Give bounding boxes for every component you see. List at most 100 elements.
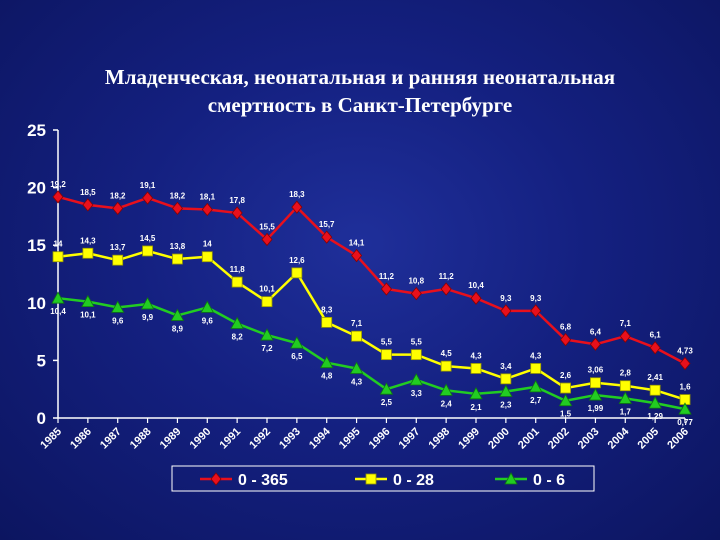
data-point-infant-0-365 — [321, 230, 333, 244]
data-label-infant-0-365: 6,8 — [560, 323, 572, 332]
data-point-infant-0-365 — [52, 190, 64, 204]
x-tick-label: 2001 — [516, 426, 542, 452]
data-point-neonatal-0-28 — [590, 377, 601, 389]
data-point-infant-0-365 — [231, 206, 243, 220]
data-label-early-neonatal-0-6: 1,99 — [588, 404, 604, 413]
data-label-infant-0-365: 15,5 — [259, 222, 275, 231]
series-infant-0-365 — [52, 190, 691, 371]
data-point-early-neonatal-0-6 — [260, 328, 274, 341]
data-label-neonatal-0-28: 5,5 — [411, 338, 423, 347]
data-label-early-neonatal-0-6: 7,2 — [261, 344, 273, 353]
data-label-infant-0-365: 18,2 — [170, 191, 186, 200]
y-tick-label: 10 — [27, 294, 46, 313]
data-label-early-neonatal-0-6: 1,29 — [647, 412, 663, 421]
data-label-neonatal-0-28: 2,41 — [647, 373, 663, 382]
data-point-neonatal-0-28 — [440, 360, 452, 372]
x-tick-label: 2004 — [606, 425, 632, 451]
legend-item-neonatal-0-28: 0 - 28 — [355, 472, 434, 489]
data-label-neonatal-0-28: 13,8 — [170, 242, 186, 251]
data-point-early-neonatal-0-6 — [51, 291, 65, 304]
x-tick-label: 1996 — [367, 426, 393, 452]
x-tick-label: 2005 — [635, 426, 661, 452]
data-label-infant-0-365: 18,5 — [80, 188, 96, 197]
legend: 0 - 365 0 - 28 0 - 6 — [171, 465, 595, 492]
data-point-early-neonatal-0-6 — [678, 402, 692, 415]
data-point-neonatal-0-28 — [231, 276, 243, 288]
legend-label: 0 - 365 — [238, 472, 288, 489]
data-label-infant-0-365: 19,2 — [50, 180, 66, 189]
data-point-neonatal-0-28 — [470, 363, 482, 374]
data-point-neonatal-0-28 — [142, 245, 153, 257]
data-point-infant-0-365 — [530, 304, 542, 318]
data-label-infant-0-365: 6,1 — [650, 331, 662, 340]
x-tick-label: 1985 — [38, 426, 64, 452]
data-label-infant-0-365: 18,3 — [289, 190, 305, 199]
data-label-infant-0-365: 19,1 — [140, 181, 156, 190]
data-point-early-neonatal-0-6 — [290, 336, 304, 349]
x-tick-label: 1997 — [397, 426, 423, 452]
data-point-neonatal-0-28 — [410, 349, 422, 361]
y-tick-label: 15 — [27, 236, 46, 255]
data-point-infant-0-365 — [679, 356, 691, 371]
data-point-early-neonatal-0-6 — [230, 316, 244, 329]
x-tick-label: 2006 — [665, 426, 691, 452]
y-tick-label: 25 — [27, 121, 46, 140]
series-line-early-neonatal-0-6 — [57, 296, 686, 411]
data-point-early-neonatal-0-6 — [499, 384, 513, 397]
data-label-neonatal-0-28: 1,6 — [679, 383, 691, 392]
data-point-early-neonatal-0-6 — [648, 396, 662, 409]
data-label-neonatal-0-28: 14,3 — [80, 236, 96, 245]
data-point-neonatal-0-28 — [351, 330, 362, 342]
data-point-early-neonatal-0-6 — [469, 386, 483, 400]
data-point-infant-0-365 — [560, 333, 572, 347]
data-point-early-neonatal-0-6 — [409, 373, 423, 386]
data-label-neonatal-0-28: 14,5 — [140, 234, 156, 243]
legend-item-infant-0-365: 0 - 365 — [200, 472, 288, 489]
x-tick-label: 1988 — [128, 426, 154, 452]
data-label-neonatal-0-28: 4,3 — [530, 351, 542, 360]
data-label-early-neonatal-0-6: 2,7 — [530, 396, 542, 405]
data-label-neonatal-0-28: 11,8 — [230, 265, 246, 274]
data-label-infant-0-365: 11,2 — [379, 272, 395, 281]
data-point-infant-0-365 — [82, 198, 94, 212]
y-tick-label: 5 — [37, 351, 46, 370]
data-point-infant-0-365 — [261, 232, 273, 247]
legend-label: 0 - 6 — [533, 472, 565, 489]
x-tick-label: 1998 — [426, 426, 452, 452]
data-point-infant-0-365 — [112, 201, 124, 215]
legend-label: 0 - 28 — [393, 472, 434, 489]
x-tick-label: 2003 — [576, 426, 602, 452]
legend-box — [171, 465, 595, 492]
data-point-neonatal-0-28 — [261, 296, 273, 308]
series-line-infant-0-365 — [57, 195, 686, 365]
data-label-neonatal-0-28: 3,4 — [500, 362, 512, 371]
y-tick-label: 0 — [37, 409, 46, 428]
data-label-infant-0-365: 9,3 — [500, 294, 512, 303]
legend-item-early-neonatal-0-6: 0 - 6 — [495, 472, 565, 489]
data-label-early-neonatal-0-6: 9,6 — [202, 316, 214, 325]
x-tick-label: 1989 — [158, 426, 184, 452]
data-point-infant-0-365 — [171, 201, 183, 215]
x-tick-label: 1991 — [217, 426, 243, 452]
data-point-early-neonatal-0-6 — [111, 300, 125, 313]
data-point-early-neonatal-0-6 — [200, 300, 214, 313]
data-label-early-neonatal-0-6: 1,5 — [560, 410, 572, 419]
data-label-neonatal-0-28: 2,6 — [560, 371, 572, 380]
series-layer — [51, 190, 692, 415]
data-label-infant-0-365: 4,73 — [677, 347, 693, 356]
y-tick-label: 20 — [27, 179, 46, 198]
data-label-early-neonatal-0-6: 10,1 — [80, 311, 96, 320]
x-tick-label: 1990 — [188, 426, 214, 452]
legend-marker — [210, 472, 222, 486]
data-point-infant-0-365 — [649, 341, 661, 355]
data-label-neonatal-0-28: 10,1 — [259, 285, 275, 294]
data-label-neonatal-0-28: 4,5 — [441, 349, 453, 358]
data-point-infant-0-365 — [142, 191, 154, 205]
data-point-early-neonatal-0-6 — [140, 297, 155, 310]
data-label-neonatal-0-28: 3,06 — [588, 366, 604, 375]
data-label-infant-0-365: 14,1 — [349, 239, 365, 248]
data-label-infant-0-365: 10,4 — [468, 281, 484, 290]
data-label-infant-0-365: 11,2 — [439, 272, 455, 281]
data-point-early-neonatal-0-6 — [558, 393, 573, 407]
data-point-neonatal-0-28 — [112, 254, 124, 266]
